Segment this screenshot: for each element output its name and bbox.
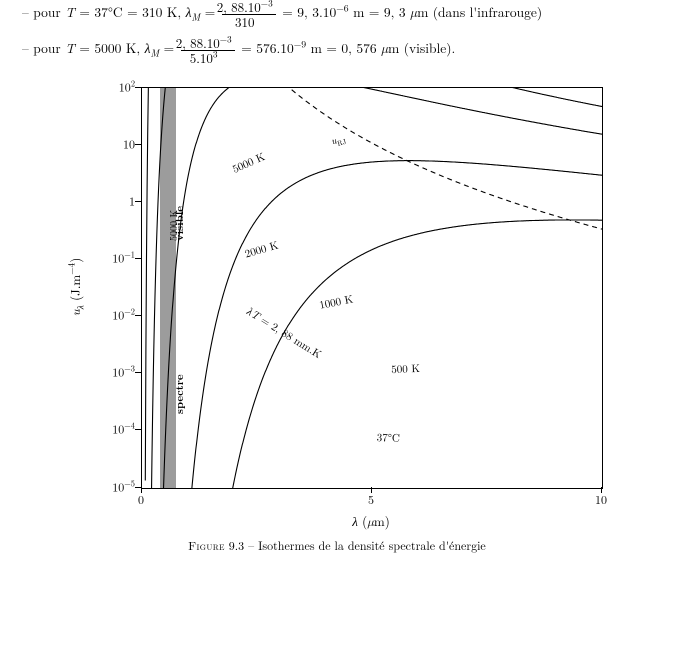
- sym-T1: T: [65, 2, 75, 21]
- t2b: = 5000 K,: [75, 38, 145, 57]
- frac-1: 2, 88.10−3310: [222, 0, 276, 28]
- para-37c: – pour T = 37°C = 310 K, λM = 2, 88.10−3…: [22, 0, 652, 28]
- curve-label: 500 K: [391, 361, 420, 377]
- t1a: – pour: [22, 2, 65, 21]
- x-axis-label: λ (µm): [141, 511, 601, 530]
- sym-M2: M: [150, 46, 159, 60]
- plot-box: λ (µm) uλ (J.m−4) 0 5 10 102 10 1 10−1 10−2 10−3…: [61, 79, 613, 531]
- sym-T2: T: [65, 38, 75, 57]
- y-tick-label: 102: [119, 78, 135, 95]
- t1b: = 37°C = 310 K,: [75, 2, 186, 21]
- f1sup: −3: [261, 0, 273, 10]
- y-tick: [135, 372, 141, 373]
- f2den: 5.10: [190, 48, 213, 67]
- y-tick: [135, 87, 141, 88]
- y-tick-label: 10−1: [112, 249, 135, 266]
- f1den: 310: [222, 15, 276, 29]
- y-tick: [135, 144, 141, 145]
- x-tick-label: 5: [368, 491, 374, 508]
- y-tick-label: 1: [129, 192, 135, 209]
- y-tick-label: 10−4: [112, 421, 135, 438]
- y-tick: [135, 201, 141, 202]
- curve-label: spectre: [172, 374, 187, 414]
- frac-2: 2, 88.10−35.103: [181, 36, 235, 64]
- t2f: m (visible).: [388, 38, 455, 57]
- y-tick: [135, 429, 141, 430]
- t2d: = 576.10: [237, 38, 294, 57]
- y-tick: [135, 315, 141, 316]
- x-tick-label: 10: [595, 491, 607, 508]
- cap-b: 9.3 – Isothermes de la densité spectrale…: [225, 537, 486, 554]
- curve-label: 37°C: [376, 430, 400, 446]
- y-axis-label: uλ (J.m−4): [65, 87, 85, 487]
- y-tick: [135, 487, 141, 488]
- y-tick-label: 10−3: [112, 364, 135, 381]
- wien-locus: [241, 38, 625, 234]
- y-tick-label: 10−5: [112, 478, 135, 495]
- t1e: m = 9, 3: [349, 2, 410, 21]
- t2sup2: −9: [294, 37, 306, 51]
- planck-1000: [162, 74, 625, 530]
- y-tick-label: 10−2: [112, 307, 135, 324]
- t2u: µ: [381, 38, 388, 57]
- figure-9-3: λ (µm) uλ (J.m−4) 0 5 10 102 10 1 10−1 10−2 10−3…: [61, 79, 613, 554]
- f2sup: −3: [220, 32, 232, 46]
- t2a: – pour: [22, 38, 65, 57]
- x-tick-label: 0: [138, 491, 144, 508]
- para-5000k: – pour T = 5000 K, λM = 2, 88.10−35.103 …: [22, 36, 652, 64]
- planck-310: [224, 220, 625, 536]
- figure-caption: Figure 9.3 – Isothermes de la densité sp…: [61, 537, 613, 554]
- curves-svg: [142, 88, 602, 488]
- planck-500: [188, 160, 625, 532]
- y-tick: [135, 258, 141, 259]
- t1d: = 9, 3.10: [278, 2, 337, 21]
- sym-M1: M: [192, 10, 201, 24]
- planck-5000: [145, 38, 625, 480]
- f2supden: 3: [213, 47, 218, 61]
- cap-a: Figure: [188, 537, 225, 554]
- y-tick-label: 10: [123, 135, 135, 152]
- plot-frame: [141, 87, 603, 489]
- t2e: m = 0, 576: [306, 38, 381, 57]
- t1f: m (dans l'infrarouge): [417, 2, 542, 21]
- t1sup2: −6: [336, 1, 348, 15]
- curve-label: visible: [172, 206, 187, 241]
